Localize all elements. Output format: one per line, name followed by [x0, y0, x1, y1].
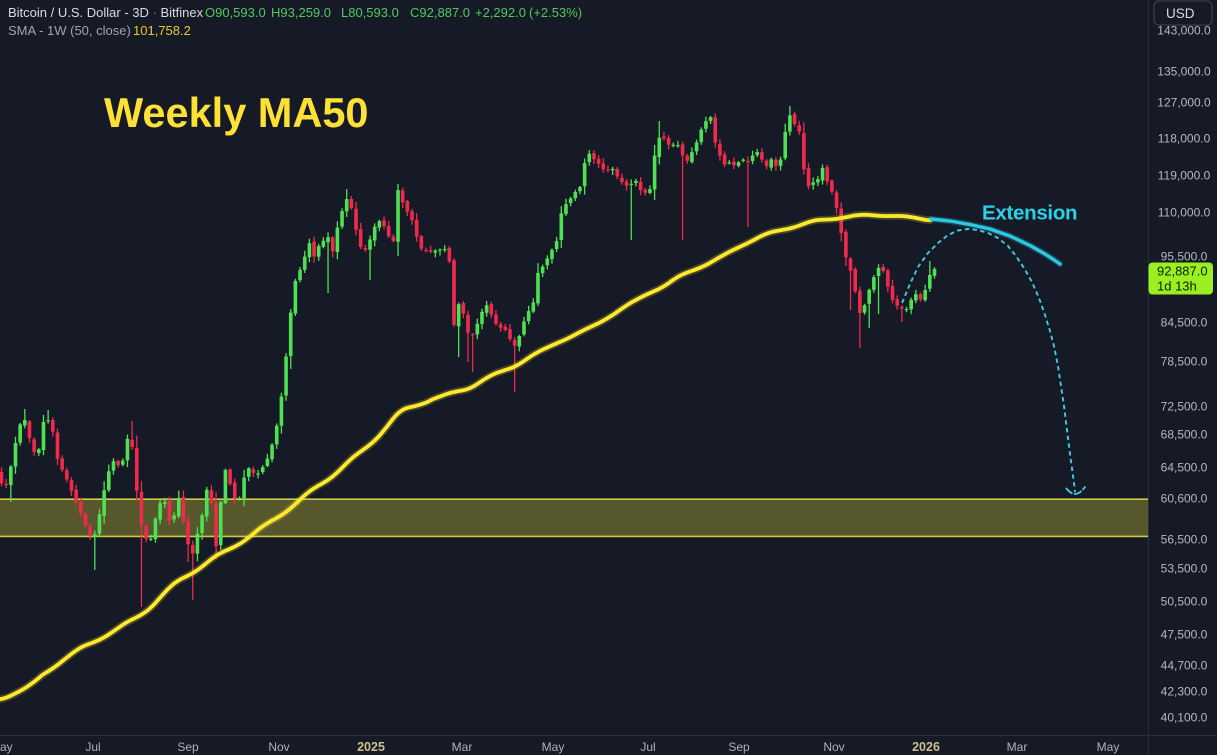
svg-text:Nov: Nov: [823, 740, 844, 754]
svg-text:50,500.0: 50,500.0: [1161, 594, 1208, 608]
svg-text:47,500.0: 47,500.0: [1161, 627, 1208, 641]
svg-text:42,300.0: 42,300.0: [1161, 684, 1208, 698]
svg-text:Sep: Sep: [177, 740, 199, 754]
svg-text:Bitcoin / U.S. Dollar - 3D · B: Bitcoin / U.S. Dollar - 3D · Bitfinex: [8, 5, 204, 20]
svg-text:68,500.0: 68,500.0: [1161, 427, 1208, 441]
svg-text:Nov: Nov: [268, 740, 289, 754]
svg-text:72,500.0: 72,500.0: [1161, 399, 1208, 413]
svg-text:110,000.0: 110,000.0: [1158, 205, 1211, 219]
svg-text:95,500.0: 95,500.0: [1161, 249, 1208, 263]
svg-text:Jul: Jul: [640, 740, 655, 754]
svg-text:May: May: [1097, 740, 1120, 754]
svg-text:44,700.0: 44,700.0: [1161, 658, 1208, 672]
svg-text:84,500.0: 84,500.0: [1161, 315, 1208, 329]
svg-text:143,000.0: 143,000.0: [1157, 23, 1211, 37]
svg-text:Sep: Sep: [728, 740, 750, 754]
svg-text:53,500.0: 53,500.0: [1161, 561, 1208, 575]
svg-text:1d 13h: 1d 13h: [1157, 279, 1197, 294]
svg-text:78,500.0: 78,500.0: [1161, 354, 1208, 368]
svg-text:Jul: Jul: [85, 740, 100, 754]
svg-text:119,000.0: 119,000.0: [1158, 168, 1211, 182]
svg-text:SMA - 1W (50, close) 101,758.: SMA - 1W (50, close) 101,758.2: [8, 23, 191, 38]
svg-text:Weekly MA50: Weekly MA50: [104, 89, 369, 136]
svg-text:2025: 2025: [357, 740, 385, 754]
svg-text:Mar: Mar: [1007, 740, 1028, 754]
svg-text:92,887.0: 92,887.0: [1157, 264, 1208, 279]
svg-text:Extension: Extension: [982, 202, 1077, 225]
svg-text:64,500.0: 64,500.0: [1161, 460, 1208, 474]
svg-text:40,100.0: 40,100.0: [1161, 710, 1208, 724]
svg-text:118,000.0: 118,000.0: [1158, 131, 1211, 145]
svg-text:127,000.0: 127,000.0: [1157, 95, 1211, 109]
svg-text:Mar: Mar: [452, 740, 473, 754]
svg-text:ay: ay: [0, 740, 13, 754]
svg-text:56,500.0: 56,500.0: [1161, 532, 1208, 546]
svg-text:USD: USD: [1166, 6, 1195, 21]
svg-text:135,000.0: 135,000.0: [1157, 64, 1211, 78]
svg-text:May: May: [542, 740, 565, 754]
svg-text:60,600.0: 60,600.0: [1161, 491, 1208, 505]
svg-text:2026: 2026: [912, 740, 940, 754]
